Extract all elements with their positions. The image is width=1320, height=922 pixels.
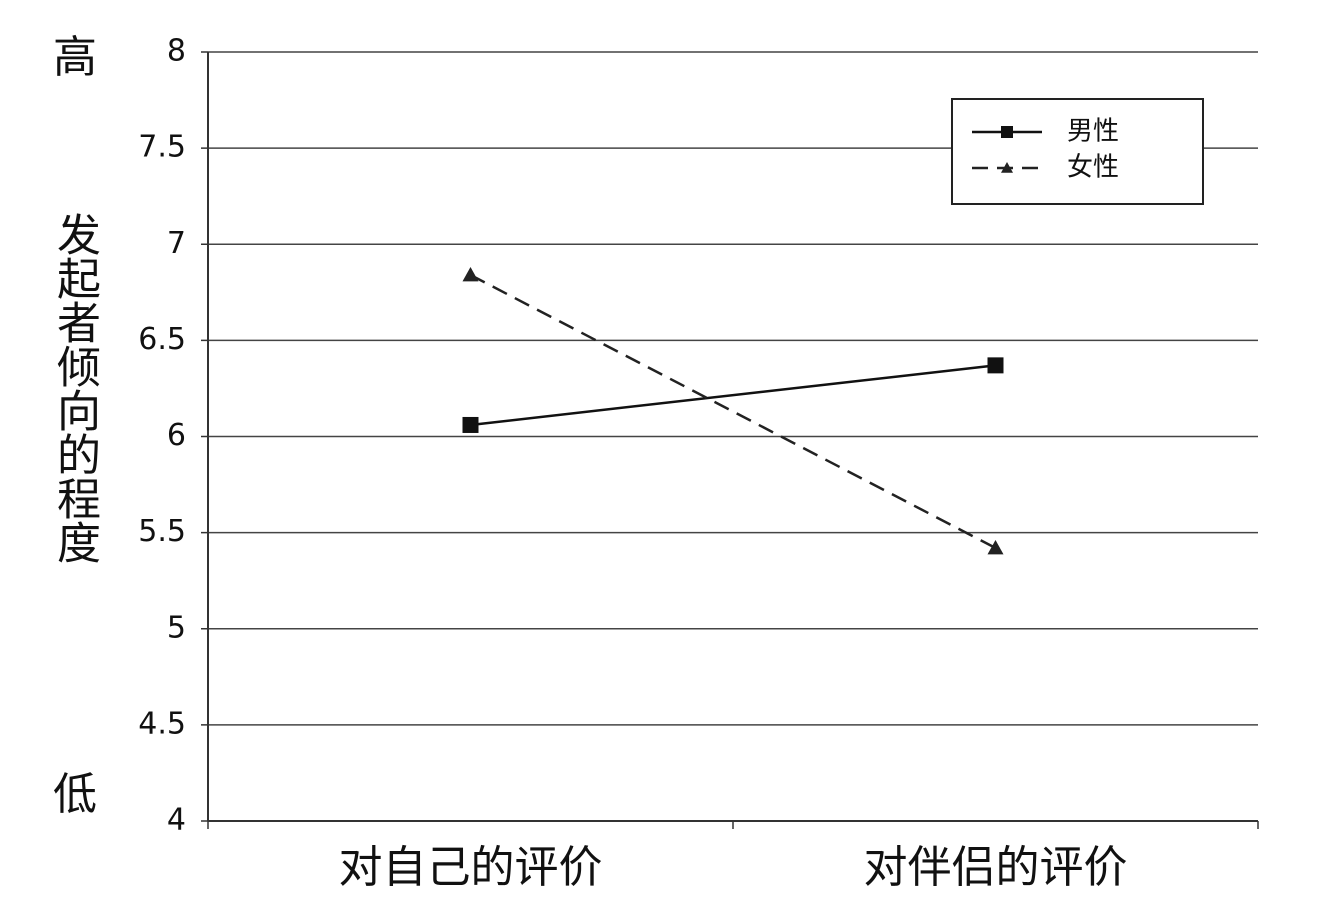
legend-label: 男性 [1067,117,1119,147]
legend-label: 女性 [1067,153,1119,183]
y-tick-label: 5 [167,610,186,645]
y-tick-label: 7.5 [138,130,186,165]
marker [987,357,1004,374]
x-tick-label: 对伴侣的评价 [864,842,1128,893]
y-tick-label: 4.5 [138,706,186,741]
y-tick-label: 6.5 [138,322,186,357]
legend-box [951,98,1204,205]
legend-marker [1001,126,1013,138]
legend-marker [1001,162,1013,173]
series-line [469,273,997,550]
x-tick-label: 对自己的评价 [339,842,603,893]
y-tick-label: 6 [167,418,186,453]
marker [462,267,479,282]
y-tick-label: 7 [167,226,186,261]
y-axis-label: 发起者倾向的程度 [49,212,100,564]
marker [462,416,479,433]
series-line [470,364,996,427]
y-tick-label: 4 [167,803,186,838]
y-tick-label: 8 [167,34,186,69]
y-label-high: 高 [53,32,97,83]
marker [987,540,1004,555]
y-tick-label: 5.5 [138,514,186,549]
y-label-low: 低 [53,769,97,820]
